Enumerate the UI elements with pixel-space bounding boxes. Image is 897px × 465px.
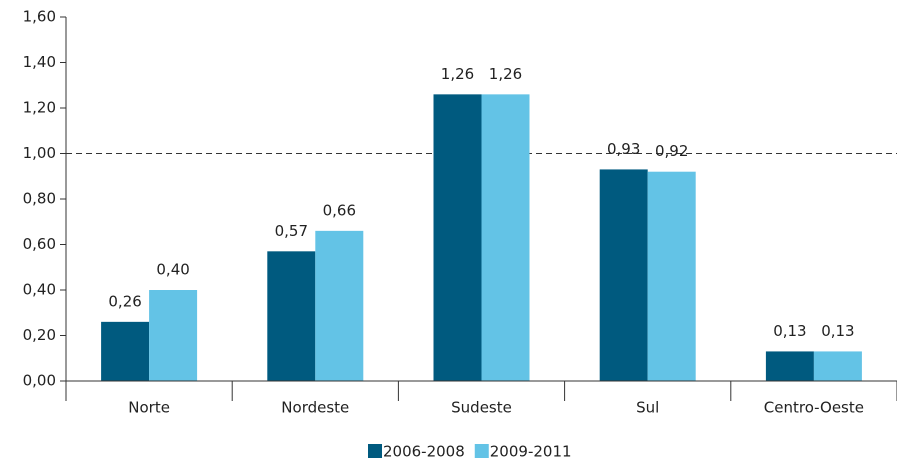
- value-label: 0,93: [607, 140, 640, 158]
- bar: [765, 351, 814, 381]
- bar: [267, 251, 316, 381]
- y-tick-label: 1,40: [23, 53, 56, 71]
- value-label: 0,66: [323, 201, 356, 219]
- x-tick-label: Sul: [636, 399, 659, 417]
- value-label: 0,13: [821, 322, 854, 340]
- bar: [599, 169, 648, 381]
- y-tick-label: 0,40: [23, 281, 56, 299]
- y-tick-label: 0,80: [23, 190, 56, 208]
- bar: [101, 321, 150, 381]
- value-label: 0,26: [108, 292, 141, 310]
- legend-swatch: [474, 444, 489, 458]
- bar: [813, 351, 862, 381]
- value-label: 0,92: [655, 142, 688, 160]
- y-tick-label: 1,00: [23, 144, 56, 162]
- y-tick-label: 0,00: [23, 372, 56, 390]
- legend-swatch: [368, 444, 382, 458]
- x-tick-label: Centro-Oeste: [764, 399, 864, 417]
- bar: [433, 94, 482, 381]
- bar: [315, 230, 364, 381]
- y-tick-label: 0,20: [23, 326, 56, 344]
- y-tick-label: 0,60: [23, 235, 56, 253]
- legend-label: 2006-2008: [383, 443, 465, 461]
- value-label: 0,40: [156, 261, 189, 279]
- value-label: 0,13: [773, 322, 806, 340]
- x-tick-label: Sudeste: [451, 399, 512, 417]
- legend-label: 2009-2011: [490, 443, 572, 461]
- value-label: 0,57: [275, 222, 308, 240]
- value-label: 1,26: [489, 65, 522, 83]
- bar: [149, 290, 198, 381]
- y-tick-label: 1,60: [23, 8, 56, 26]
- bar: [647, 171, 696, 381]
- x-tick-label: Norte: [128, 399, 170, 417]
- x-tick-label: Nordeste: [281, 399, 349, 417]
- y-tick-label: 1,20: [23, 99, 56, 117]
- bar: [481, 94, 530, 381]
- value-label: 1,26: [441, 65, 474, 83]
